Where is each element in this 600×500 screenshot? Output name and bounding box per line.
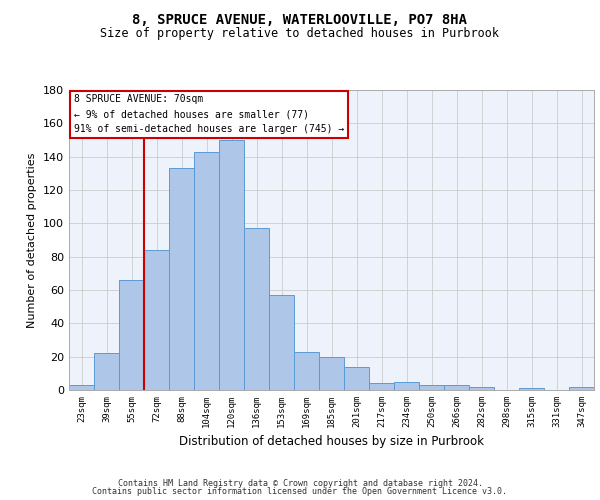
Bar: [319, 356, 344, 390]
X-axis label: Distribution of detached houses by size in Purbrook: Distribution of detached houses by size …: [179, 436, 484, 448]
Text: Contains HM Land Registry data © Crown copyright and database right 2024.: Contains HM Land Registry data © Crown c…: [118, 478, 482, 488]
Bar: [194, 152, 219, 390]
Bar: [444, 385, 469, 390]
Bar: [69, 385, 94, 390]
Bar: [569, 386, 594, 390]
Text: 8, SPRUCE AVENUE, WATERLOOVILLE, PO7 8HA: 8, SPRUCE AVENUE, WATERLOOVILLE, PO7 8HA: [133, 12, 467, 26]
Bar: [294, 352, 319, 390]
Bar: [169, 168, 194, 390]
Bar: [119, 280, 144, 390]
Text: Size of property relative to detached houses in Purbrook: Size of property relative to detached ho…: [101, 28, 499, 40]
Bar: [144, 250, 169, 390]
Bar: [269, 295, 294, 390]
Bar: [94, 354, 119, 390]
Bar: [219, 140, 244, 390]
Bar: [369, 384, 394, 390]
Bar: [419, 385, 444, 390]
Bar: [469, 386, 494, 390]
Text: 8 SPRUCE AVENUE: 70sqm
← 9% of detached houses are smaller (77)
91% of semi-deta: 8 SPRUCE AVENUE: 70sqm ← 9% of detached …: [74, 94, 344, 134]
Text: Contains public sector information licensed under the Open Government Licence v3: Contains public sector information licen…: [92, 487, 508, 496]
Bar: [394, 382, 419, 390]
Y-axis label: Number of detached properties: Number of detached properties: [28, 152, 37, 328]
Bar: [344, 366, 369, 390]
Bar: [519, 388, 544, 390]
Bar: [244, 228, 269, 390]
